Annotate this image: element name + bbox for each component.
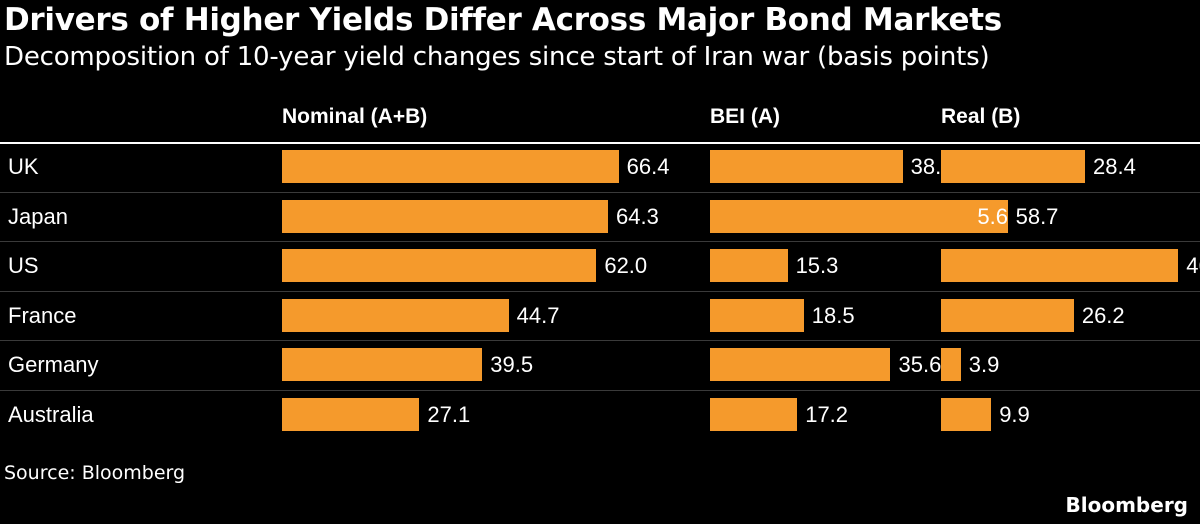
row-separator (0, 340, 1200, 342)
data-label: 18.5 (811, 302, 855, 328)
bar (282, 249, 597, 283)
data-label: 39.5 (490, 352, 534, 378)
column-header-2: BEI (A) (710, 105, 780, 128)
row-separator (0, 241, 1200, 243)
data-label: 27.1 (427, 402, 471, 427)
bar (710, 249, 788, 283)
bar (941, 298, 1074, 332)
row-separator (0, 191, 1200, 193)
row-label: US (8, 253, 39, 279)
data-label: 3.9 (968, 352, 1000, 378)
data-label: 62.0 (604, 253, 648, 279)
bar (710, 298, 804, 332)
data-label: 44.7 (516, 302, 560, 328)
data-label: 26.2 (1081, 302, 1125, 328)
row-label: Japan (8, 203, 68, 229)
row-label: France (8, 302, 77, 328)
bar (941, 150, 1085, 183)
chart-subtitle: Decomposition of 10-year yield changes s… (4, 42, 990, 72)
bar (282, 398, 420, 431)
column-header-1: Nominal (A+B) (282, 105, 428, 128)
bar (282, 348, 483, 382)
row-label: Australia (8, 402, 94, 427)
header-rule (0, 142, 1200, 144)
data-label: 46.8 (1186, 253, 1200, 279)
bar (282, 298, 509, 332)
brand-logo: Bloomberg (1065, 493, 1188, 517)
bar (710, 348, 891, 382)
bar (710, 398, 798, 431)
data-label: 35.6 (898, 352, 942, 378)
data-label: 15.3 (795, 253, 839, 279)
data-label: 5.6 (977, 203, 1008, 229)
source-note: Source: Bloomberg (4, 462, 186, 484)
data-label: 58.7 (1015, 203, 1059, 229)
row-label: Germany (8, 352, 99, 378)
data-label: 64.3 (616, 203, 659, 229)
bar (282, 199, 608, 233)
data-label: 17.2 (805, 402, 849, 427)
data-label: 9.9 (999, 402, 1030, 427)
bar (941, 249, 1179, 283)
data-label: 66.4 (626, 154, 670, 179)
bar (282, 150, 619, 183)
chart-title: Drivers of Higher Yields Differ Across M… (4, 2, 1002, 38)
row-label: UK (8, 154, 39, 179)
column-header-3: Real (B) (941, 105, 1021, 128)
data-label: 28.4 (1092, 154, 1136, 179)
bar (941, 199, 970, 233)
bar (941, 348, 961, 382)
bar (941, 398, 992, 431)
row-separator (0, 390, 1200, 391)
bar (710, 150, 903, 183)
row-separator (0, 290, 1200, 292)
